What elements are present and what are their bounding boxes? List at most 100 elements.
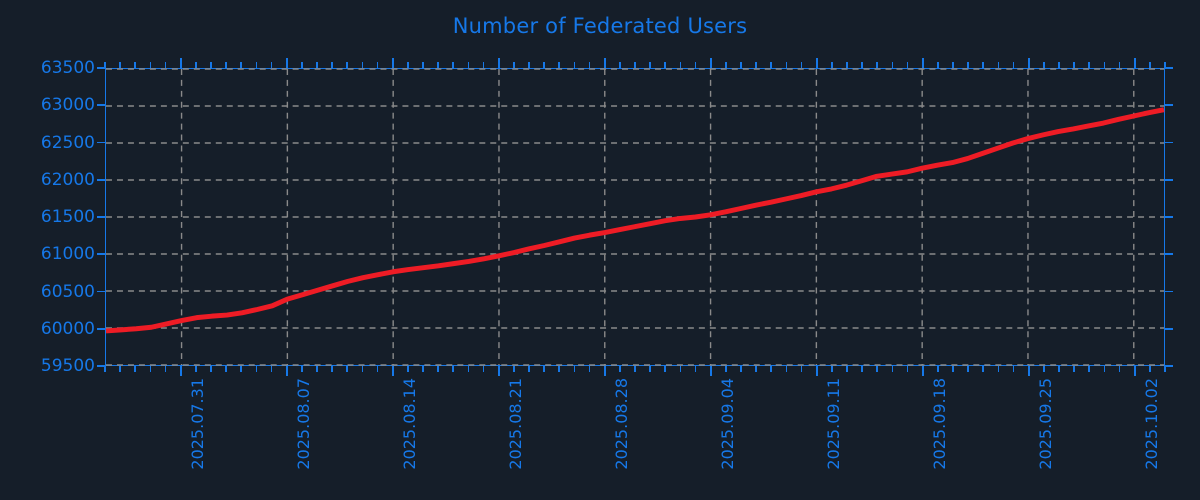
x-axis-minor-tick-top	[240, 62, 243, 68]
x-axis-minor-tick-top	[1012, 62, 1015, 68]
x-axis-minor-tick-top	[331, 62, 333, 68]
y-axis-tick-label: 63000	[40, 95, 95, 116]
y-axis-tick-right	[1165, 216, 1173, 218]
x-axis-major-tick	[921, 366, 924, 376]
x-axis-minor-tick	[437, 366, 439, 372]
x-axis-major-tick	[179, 366, 182, 376]
x-axis-minor-tick-top	[967, 62, 969, 68]
x-axis-major-tick-top	[497, 58, 500, 68]
x-axis-minor-tick	[573, 366, 576, 372]
x-axis-minor-tick	[891, 366, 894, 372]
y-axis-tick-right	[1165, 178, 1173, 181]
x-axis-minor-tick-top	[452, 62, 455, 68]
x-axis-major-tick-top	[603, 58, 606, 68]
x-axis-tick-label: 2025.08.21	[505, 378, 525, 470]
x-axis-minor-tick	[255, 366, 258, 372]
x-axis-major-tick-top	[1133, 58, 1136, 68]
x-axis-minor-tick	[422, 366, 424, 372]
y-axis-tick-label: 62000	[40, 169, 95, 190]
x-axis-major-tick	[391, 366, 394, 376]
y-axis-tick	[97, 327, 105, 330]
x-axis-minor-tick	[270, 366, 273, 372]
y-axis-tick-label: 60500	[40, 281, 95, 302]
x-axis-tick-label: 2025.09.11	[823, 378, 843, 470]
x-axis-minor-tick	[952, 366, 954, 372]
x-axis-minor-tick-top	[952, 62, 954, 68]
x-axis-minor-tick	[225, 366, 227, 372]
x-axis-tick-label: 2025.09.18	[929, 378, 949, 470]
x-axis-minor-tick-top	[679, 62, 682, 68]
x-axis-minor-tick	[725, 366, 727, 372]
y-axis-tick	[97, 290, 105, 293]
x-axis-major-tick-top	[921, 58, 924, 68]
x-axis-minor-tick	[346, 366, 349, 372]
y-axis-tick	[97, 365, 105, 367]
x-axis-major-tick	[497, 366, 500, 376]
x-axis-major-tick	[603, 366, 606, 376]
x-axis-minor-tick	[316, 366, 318, 372]
x-axis-minor-tick-top	[831, 62, 833, 68]
x-axis-minor-tick-top	[301, 62, 303, 68]
x-axis-major-tick	[1027, 366, 1030, 376]
x-axis-minor-tick	[800, 366, 803, 372]
x-axis-minor-tick-top	[134, 62, 137, 68]
x-axis-minor-tick	[528, 366, 530, 372]
y-axis-tick-label: 61000	[40, 244, 95, 265]
x-axis-minor-tick-top	[1043, 62, 1045, 68]
x-axis-tick-label: 2025.08.14	[399, 378, 419, 470]
x-axis-minor-tick-top	[270, 62, 273, 68]
x-axis-major-tick	[1133, 366, 1136, 376]
x-axis-minor-tick	[301, 366, 303, 372]
x-axis-minor-tick-top	[997, 62, 1000, 68]
x-axis-minor-tick-top	[770, 62, 773, 68]
y-axis-tick-label: 60000	[40, 318, 95, 339]
x-axis-minor-tick-top	[210, 62, 212, 68]
x-axis-minor-tick-top	[164, 62, 167, 68]
x-axis-minor-tick-top	[361, 62, 364, 68]
x-axis-minor-tick	[513, 366, 515, 372]
x-axis-minor-tick-top	[195, 62, 197, 68]
x-axis-tick-label: 2025.08.07	[293, 378, 313, 470]
x-axis-minor-tick	[967, 366, 969, 372]
y-axis-tick-right	[1165, 253, 1173, 256]
x-axis-minor-tick-top	[422, 62, 424, 68]
x-axis-minor-tick-top	[528, 62, 530, 68]
x-axis-minor-tick-top	[573, 62, 576, 68]
x-axis-minor-tick	[467, 366, 470, 372]
y-axis-tick-right	[1165, 67, 1173, 69]
x-axis-minor-tick-top	[1088, 62, 1091, 68]
x-axis-major-tick-top	[179, 58, 182, 68]
x-axis-minor-tick-top	[649, 62, 651, 68]
x-axis-minor-tick-top	[755, 62, 757, 68]
x-axis-major-tick-top	[391, 58, 394, 68]
x-axis-major-tick	[285, 366, 288, 376]
y-axis-tick-label: 59500	[40, 356, 95, 376]
x-axis-minor-tick-top	[1103, 62, 1106, 68]
x-axis-minor-tick	[740, 366, 742, 372]
y-axis-tick-right	[1165, 327, 1173, 330]
y-axis-tick-label: 63500	[40, 58, 95, 78]
x-axis-minor-tick	[1088, 366, 1091, 372]
x-axis-minor-tick	[679, 366, 682, 372]
x-axis-minor-tick-top	[482, 62, 485, 68]
x-axis-tick-label: 2025.09.04	[717, 378, 737, 470]
x-axis-minor-tick	[543, 366, 545, 372]
x-axis-minor-tick	[664, 366, 667, 372]
x-axis-minor-tick-top	[982, 62, 985, 68]
x-axis-minor-tick-top	[346, 62, 349, 68]
x-axis-minor-tick	[407, 366, 409, 372]
x-axis-minor-tick	[846, 366, 848, 372]
x-axis-minor-tick-top	[104, 62, 106, 68]
x-axis-minor-tick	[982, 366, 985, 372]
x-axis-minor-tick	[119, 366, 121, 372]
x-axis-minor-tick	[906, 366, 909, 372]
y-axis-tick-right	[1165, 290, 1173, 293]
x-axis-minor-tick	[558, 366, 561, 372]
x-axis-minor-tick-top	[1058, 62, 1060, 68]
x-axis-minor-tick-top	[634, 62, 636, 68]
x-axis-minor-tick	[104, 366, 106, 372]
x-axis-minor-tick	[1012, 366, 1015, 372]
x-axis-minor-tick-top	[225, 62, 227, 68]
x-axis-minor-tick-top	[694, 62, 697, 68]
